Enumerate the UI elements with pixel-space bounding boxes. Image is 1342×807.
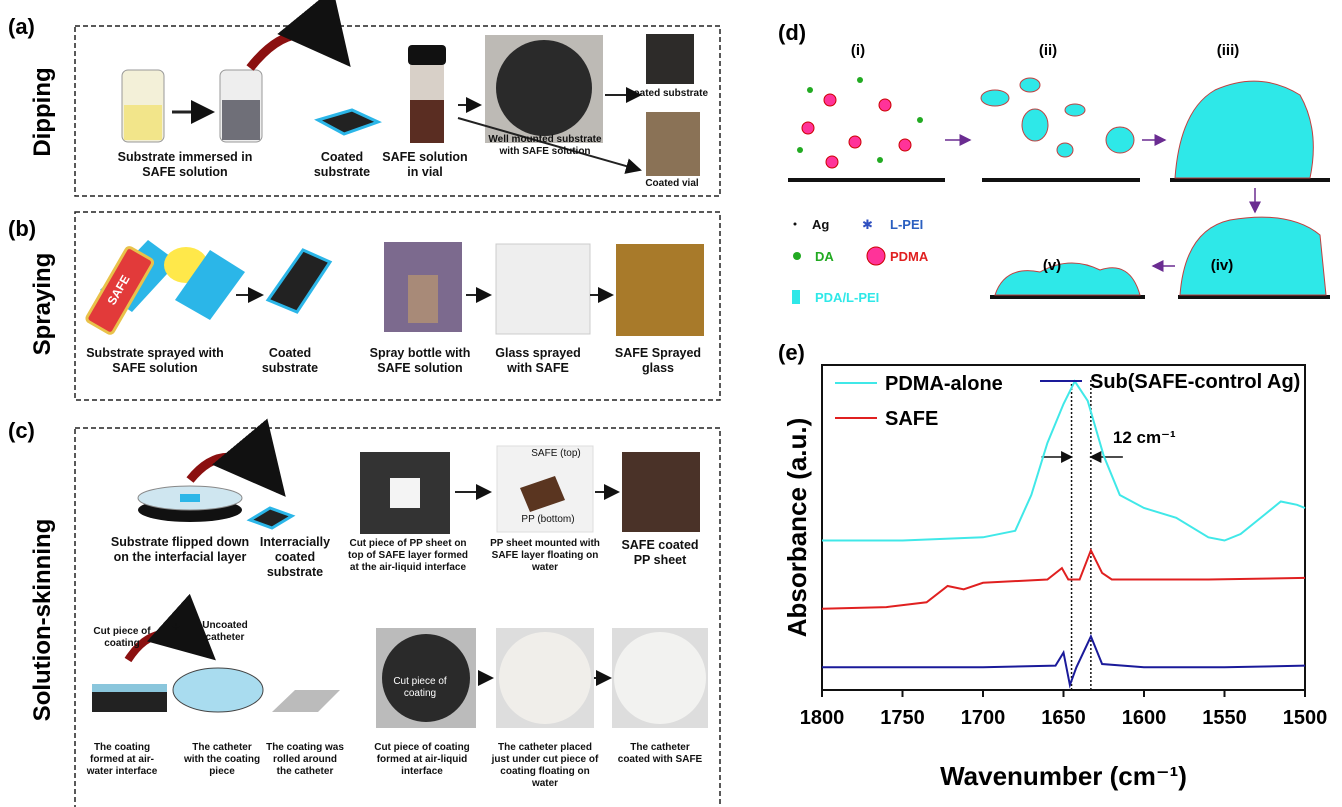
caption: Coated substrate bbox=[250, 346, 330, 376]
stage-label: (iv) bbox=[1211, 257, 1234, 274]
caption: coated substrate bbox=[618, 88, 718, 100]
caption: Spray bottle with SAFE solution bbox=[365, 346, 475, 376]
panel-letter: (e) bbox=[778, 340, 805, 365]
caption: Coated vial bbox=[632, 178, 712, 190]
side-label: Dipping bbox=[29, 67, 56, 156]
spraying-illustration bbox=[86, 240, 704, 336]
caption: Substrate sprayed with SAFE solution bbox=[85, 346, 225, 376]
caption: The catheter with the coating piece bbox=[182, 742, 262, 778]
side-label: Spraying bbox=[29, 253, 56, 356]
legend-label: DA bbox=[815, 249, 834, 264]
x-tick-label: 1800 bbox=[800, 707, 845, 729]
annotation: 12 cm⁻¹ bbox=[1113, 428, 1176, 447]
caption: The coating was rolled around the cathet… bbox=[265, 742, 345, 778]
caption: Uncoated catheter bbox=[190, 620, 260, 644]
caption: The catheter coated with SAFE bbox=[615, 742, 705, 766]
legend-label: Ag bbox=[812, 217, 829, 232]
stage-label: (v) bbox=[1043, 257, 1061, 274]
figure: (a) Dipping (b) Spraying S bbox=[0, 0, 1342, 807]
spectrum-chart: 1800 1750 1700 1650 1600 1550 1500 12 cm⁻¹ PDMA-… bbox=[782, 365, 1327, 791]
x-axis-label: Wavenumber (cm⁻¹) bbox=[940, 761, 1187, 791]
legend-label: L-PEI bbox=[890, 217, 923, 232]
series-line bbox=[822, 550, 1305, 609]
legend-label: Sub(SAFE-control Ag) bbox=[1090, 371, 1300, 393]
x-tick-label: 1750 bbox=[880, 707, 925, 729]
x-tick-label: 1650 bbox=[1041, 707, 1086, 729]
x-tick-label: 1550 bbox=[1202, 707, 1247, 729]
caption: PP sheet mounted with SAFE layer floatin… bbox=[490, 538, 600, 574]
stage-label: (iii) bbox=[1217, 42, 1240, 59]
caption: Substrate immersed in SAFE solution bbox=[100, 150, 270, 180]
photo-label: SAFE (top) bbox=[516, 448, 596, 460]
panel-letter: (a) bbox=[8, 14, 35, 39]
x-tick-label: 1500 bbox=[1283, 707, 1328, 729]
caption: SAFE coated PP sheet bbox=[615, 538, 705, 568]
x-tick-label: 1700 bbox=[961, 707, 1006, 729]
panel-letter: (c) bbox=[8, 418, 35, 443]
legend-label: PDA/L-PEI bbox=[815, 290, 879, 305]
caption: SAFE Sprayed glass bbox=[613, 346, 703, 376]
side-label: Solution-skinning bbox=[29, 519, 56, 722]
caption: SAFE solution in vial bbox=[380, 150, 470, 180]
photo-label: PP (bottom) bbox=[508, 514, 588, 526]
panel-letter: (b) bbox=[8, 216, 36, 241]
caption: Interracially coated substrate bbox=[250, 535, 340, 580]
series-line bbox=[822, 636, 1305, 685]
y-axis-label: Absorbance (a.u.) bbox=[782, 418, 812, 638]
legend-label: PDMA bbox=[890, 249, 929, 264]
caption: Cut piece of coating bbox=[87, 626, 157, 650]
caption: Cut piece of PP sheet on top of SAFE lay… bbox=[348, 538, 468, 574]
caption: Coated substrate bbox=[302, 150, 382, 180]
stage-label: (ii) bbox=[1039, 42, 1057, 59]
caption: Glass sprayed with SAFE bbox=[488, 346, 588, 376]
svg-text:✱: ✱ bbox=[862, 217, 873, 232]
panel-letter: (d) bbox=[778, 20, 806, 45]
legend-label: PDMA-alone bbox=[885, 373, 1003, 395]
caption: Substrate flipped down on the interfacia… bbox=[110, 535, 250, 565]
x-tick-label: 1600 bbox=[1122, 707, 1167, 729]
caption: Well mounted substrate with SAFE solutio… bbox=[485, 134, 605, 158]
photo-label: Cut piece of coating bbox=[385, 676, 455, 700]
caption: The coating formed at air-water interfac… bbox=[77, 742, 167, 778]
series-line bbox=[822, 381, 1305, 540]
caption: + bbox=[166, 620, 186, 635]
caption: Cut piece of coating formed at air-liqui… bbox=[372, 742, 472, 778]
stage-label: (i) bbox=[851, 42, 865, 59]
caption: The catheter placed just under cut piece… bbox=[490, 742, 600, 790]
page: {"panels": { "a": {"letter": "(a)", "sid… bbox=[0, 0, 1342, 807]
legend-label: SAFE bbox=[885, 408, 938, 430]
